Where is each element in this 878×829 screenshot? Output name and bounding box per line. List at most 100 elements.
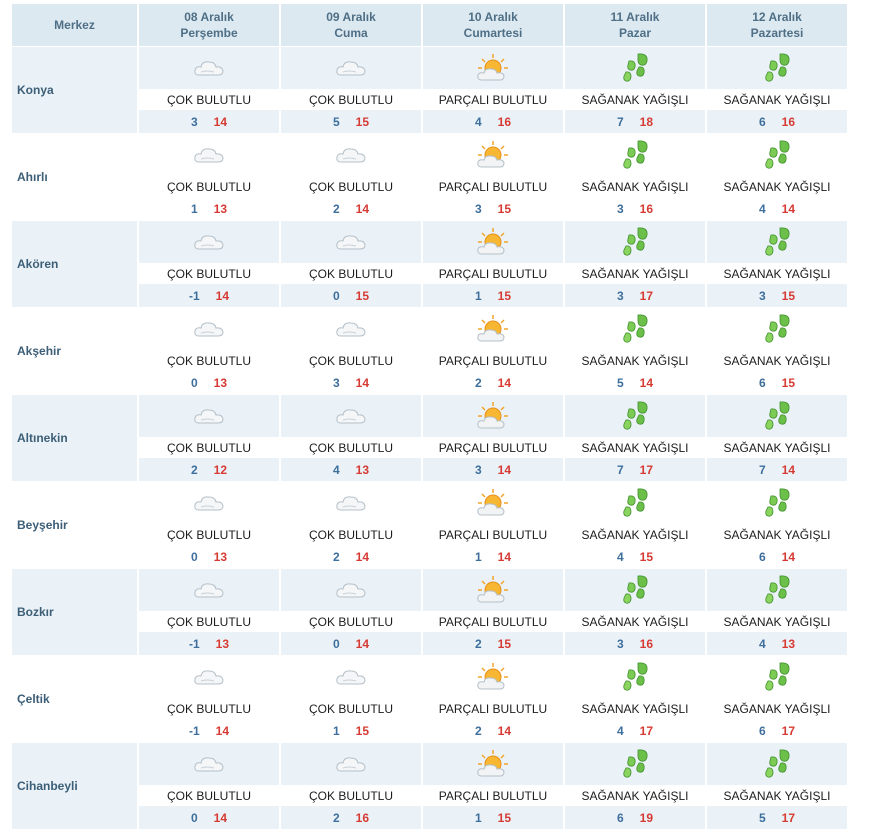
day-cell: PARÇALI BULUTLU 4 16 [421, 47, 563, 133]
weather-description: ÇOK BULUTLU [281, 785, 421, 806]
day-cell: SAĞANAK YAĞIŞLI 4 15 [563, 482, 705, 568]
min-temp: 1 [474, 810, 482, 825]
min-temp: 1 [332, 723, 340, 738]
day-cell: ÇOK BULUTLU 4 13 [279, 395, 421, 481]
temperatures: 3 14 [139, 110, 279, 133]
temperatures: 7 14 [707, 458, 847, 481]
temperatures: 5 17 [707, 806, 847, 829]
max-temp: 15 [781, 375, 796, 390]
header-date: 10 Aralık [468, 10, 518, 24]
day-cell: ÇOK BULUTLU 2 14 [279, 134, 421, 220]
header-day: 11 Aralık Pazar [563, 4, 705, 46]
max-temp: 16 [497, 114, 512, 129]
header-weekday: Cumartesi [463, 26, 523, 40]
weather-description: ÇOK BULUTLU [139, 350, 279, 371]
temperatures: -1 14 [139, 719, 279, 742]
day-cell: SAĞANAK YAĞIŞLI 3 16 [563, 569, 705, 655]
weather-description: PARÇALI BULUTLU [423, 176, 563, 197]
min-temp: 5 [332, 114, 340, 129]
temperatures: 1 13 [139, 197, 279, 220]
min-temp: 3 [616, 201, 624, 216]
shower-icon [707, 743, 847, 785]
weather-description: PARÇALI BULUTLU [423, 263, 563, 284]
max-temp: 14 [639, 375, 654, 390]
min-temp: 7 [616, 114, 624, 129]
weather-description: SAĞANAK YAĞIŞLI [707, 785, 847, 806]
day-cell: ÇOK BULUTLU -1 14 [137, 221, 279, 307]
max-temp: 15 [355, 288, 370, 303]
max-temp: 18 [639, 114, 654, 129]
cloud-icon [139, 221, 279, 263]
max-temp: 13 [355, 462, 370, 477]
min-temp: -1 [188, 288, 200, 303]
temperatures: 0 13 [139, 371, 279, 394]
max-temp: 15 [497, 636, 512, 651]
weather-description: SAĞANAK YAĞIŞLI [707, 524, 847, 545]
max-temp: 14 [355, 636, 370, 651]
temperatures: 6 14 [707, 545, 847, 568]
cloud-icon [139, 395, 279, 437]
temperatures: 6 15 [707, 371, 847, 394]
sun-cloud-icon [423, 656, 563, 698]
temperatures: 0 15 [281, 284, 421, 307]
cloud-icon [281, 569, 421, 611]
day-cell: ÇOK BULUTLU 0 14 [137, 743, 279, 829]
weather-description: SAĞANAK YAĞIŞLI [707, 437, 847, 458]
temperatures: 4 14 [707, 197, 847, 220]
min-temp: 1 [474, 288, 482, 303]
sun-cloud-icon [423, 221, 563, 263]
header-date: 08 Aralık [184, 10, 234, 24]
header-day: 12 Aralık Pazartesi [705, 4, 847, 46]
max-temp: 14 [355, 201, 370, 216]
weather-description: PARÇALI BULUTLU [423, 350, 563, 371]
shower-icon [707, 134, 847, 176]
cloud-icon [139, 134, 279, 176]
weather-description: ÇOK BULUTLU [281, 698, 421, 719]
min-temp: 2 [474, 723, 482, 738]
cloud-icon [281, 743, 421, 785]
min-temp: 2 [190, 462, 198, 477]
day-cell: ÇOK BULUTLU 5 15 [279, 47, 421, 133]
temperatures: 0 13 [139, 545, 279, 568]
max-temp: 14 [497, 549, 512, 564]
weather-description: SAĞANAK YAĞIŞLI [565, 89, 705, 110]
weather-description: ÇOK BULUTLU [281, 89, 421, 110]
header-weekday: Pazar [618, 26, 652, 40]
city-name: Konya [12, 47, 137, 133]
weather-description: ÇOK BULUTLU [139, 611, 279, 632]
temperatures: 5 14 [565, 371, 705, 394]
cloud-icon [281, 308, 421, 350]
day-cell: SAĞANAK YAĞIŞLI 5 17 [705, 743, 847, 829]
temperatures: 5 15 [281, 110, 421, 133]
min-temp: 6 [758, 375, 766, 390]
day-cell: SAĞANAK YAĞIŞLI 7 14 [705, 395, 847, 481]
day-cell: SAĞANAK YAĞIŞLI 7 18 [563, 47, 705, 133]
day-cell: ÇOK BULUTLU -1 13 [137, 569, 279, 655]
sun-cloud-icon [423, 743, 563, 785]
day-cell: SAĞANAK YAĞIŞLI 6 16 [705, 47, 847, 133]
temperatures: 4 17 [565, 719, 705, 742]
min-temp: 0 [332, 288, 340, 303]
min-temp: 3 [474, 462, 482, 477]
temperatures: -1 14 [139, 284, 279, 307]
min-temp: 7 [616, 462, 624, 477]
max-temp: 15 [497, 288, 512, 303]
shower-icon [565, 395, 705, 437]
city-row: Bozkır ÇOK BULUTLU -1 13 ÇOK BULUTLU 0 14 PA… [12, 569, 858, 655]
weather-description: SAĞANAK YAĞIŞLI [565, 698, 705, 719]
min-temp: 1 [474, 549, 482, 564]
max-temp: 15 [781, 288, 796, 303]
max-temp: 17 [781, 810, 796, 825]
day-cell: ÇOK BULUTLU 2 16 [279, 743, 421, 829]
min-temp: 2 [474, 636, 482, 651]
day-cell: ÇOK BULUTLU -1 14 [137, 656, 279, 742]
temperatures: 4 15 [565, 545, 705, 568]
shower-icon [707, 569, 847, 611]
table-header: Merkez 08 Aralık Perşembe 09 Aralık Cuma 1… [12, 4, 858, 46]
city-rows: Konya ÇOK BULUTLU 3 14 ÇOK BULUTLU 5 15 PARÇ… [12, 47, 858, 829]
day-cell: SAĞANAK YAĞIŞLI 3 16 [563, 134, 705, 220]
temperatures: 1 15 [423, 806, 563, 829]
max-temp: 14 [215, 723, 230, 738]
temperatures: 0 14 [139, 806, 279, 829]
cloud-icon [139, 656, 279, 698]
